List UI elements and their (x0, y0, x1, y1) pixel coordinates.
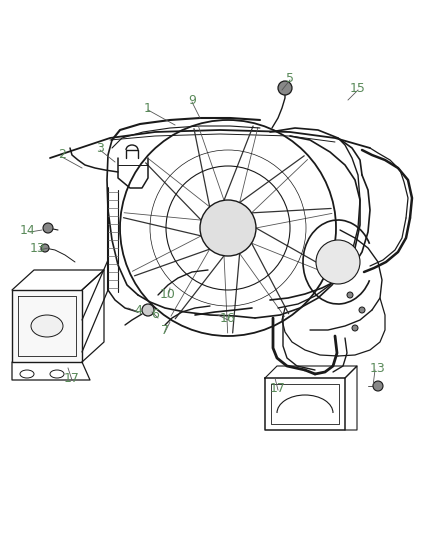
Text: 14: 14 (20, 223, 36, 237)
Text: 10: 10 (160, 288, 176, 302)
Text: 2: 2 (58, 149, 66, 161)
Text: 3: 3 (96, 141, 104, 155)
Ellipse shape (31, 315, 63, 337)
Text: 13: 13 (30, 241, 46, 254)
Circle shape (41, 244, 49, 252)
Text: 17: 17 (270, 382, 286, 394)
Circle shape (142, 304, 154, 316)
Text: 13: 13 (370, 361, 386, 375)
Circle shape (43, 223, 53, 233)
Circle shape (373, 381, 383, 391)
Text: 7: 7 (161, 324, 169, 336)
Text: 17: 17 (64, 372, 80, 384)
Circle shape (347, 292, 353, 298)
FancyBboxPatch shape (12, 290, 82, 362)
Circle shape (352, 325, 358, 331)
Circle shape (316, 240, 360, 284)
Text: 1: 1 (144, 101, 152, 115)
Circle shape (359, 307, 365, 313)
Text: 5: 5 (286, 71, 294, 85)
Text: 9: 9 (188, 93, 196, 107)
Circle shape (278, 81, 292, 95)
Circle shape (200, 200, 256, 256)
Text: 15: 15 (350, 82, 366, 94)
Text: 6: 6 (151, 309, 159, 321)
Text: 4: 4 (134, 303, 142, 317)
Text: 16: 16 (220, 311, 236, 325)
